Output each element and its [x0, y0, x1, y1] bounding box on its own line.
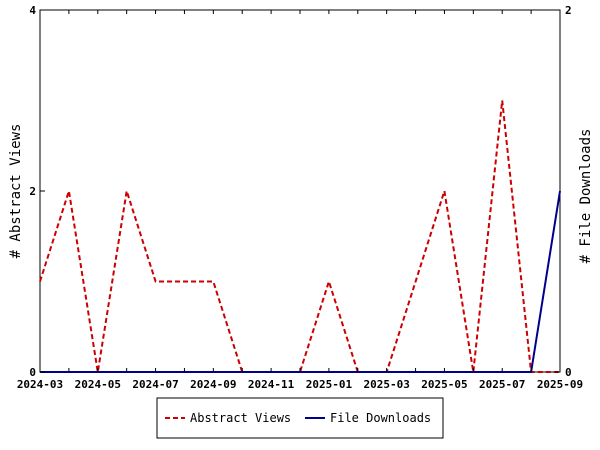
x-tick-label: 2025-03 [363, 378, 409, 391]
legend: Abstract Views File Downloads [156, 397, 444, 439]
y-tick-label-right: 2 [565, 4, 572, 17]
y-tick-label-left: 2 [29, 185, 36, 198]
x-tick-label: 2025-01 [306, 378, 353, 391]
legend-label-file-downloads: File Downloads [330, 411, 431, 425]
x-tick-label: 2024-07 [132, 378, 178, 391]
x-tick-label: 2025-07 [479, 378, 525, 391]
y-axis-title-left: # Abstract Views [8, 124, 24, 259]
x-tick-label: 2024-09 [190, 378, 236, 391]
x-tick-label: 2024-03 [17, 378, 63, 391]
x-tick-label: 2025-05 [421, 378, 467, 391]
x-tick-label: 2025-09 [537, 378, 583, 391]
y-tick-label-right: 0 [565, 366, 572, 379]
series-line-abstract-views [39, 100, 560, 373]
series-layer [39, 100, 561, 373]
y-axis-title-right: # File Downloads [578, 129, 594, 264]
x-tick-label: 2024-05 [75, 378, 121, 391]
tick-layer: 2024-03 2024-05 2024-07 2024-09 2024-11 2025-… [17, 4, 583, 391]
x-tick-label: 2024-11 [248, 378, 295, 391]
legend-label-abstract-views: Abstract Views [190, 411, 291, 425]
y-tick-label-left: 4 [29, 4, 36, 17]
y-tick-label-left: 0 [29, 366, 36, 379]
legend-box [156, 397, 444, 439]
plot-frame [39, 9, 561, 373]
axes [39, 9, 561, 373]
